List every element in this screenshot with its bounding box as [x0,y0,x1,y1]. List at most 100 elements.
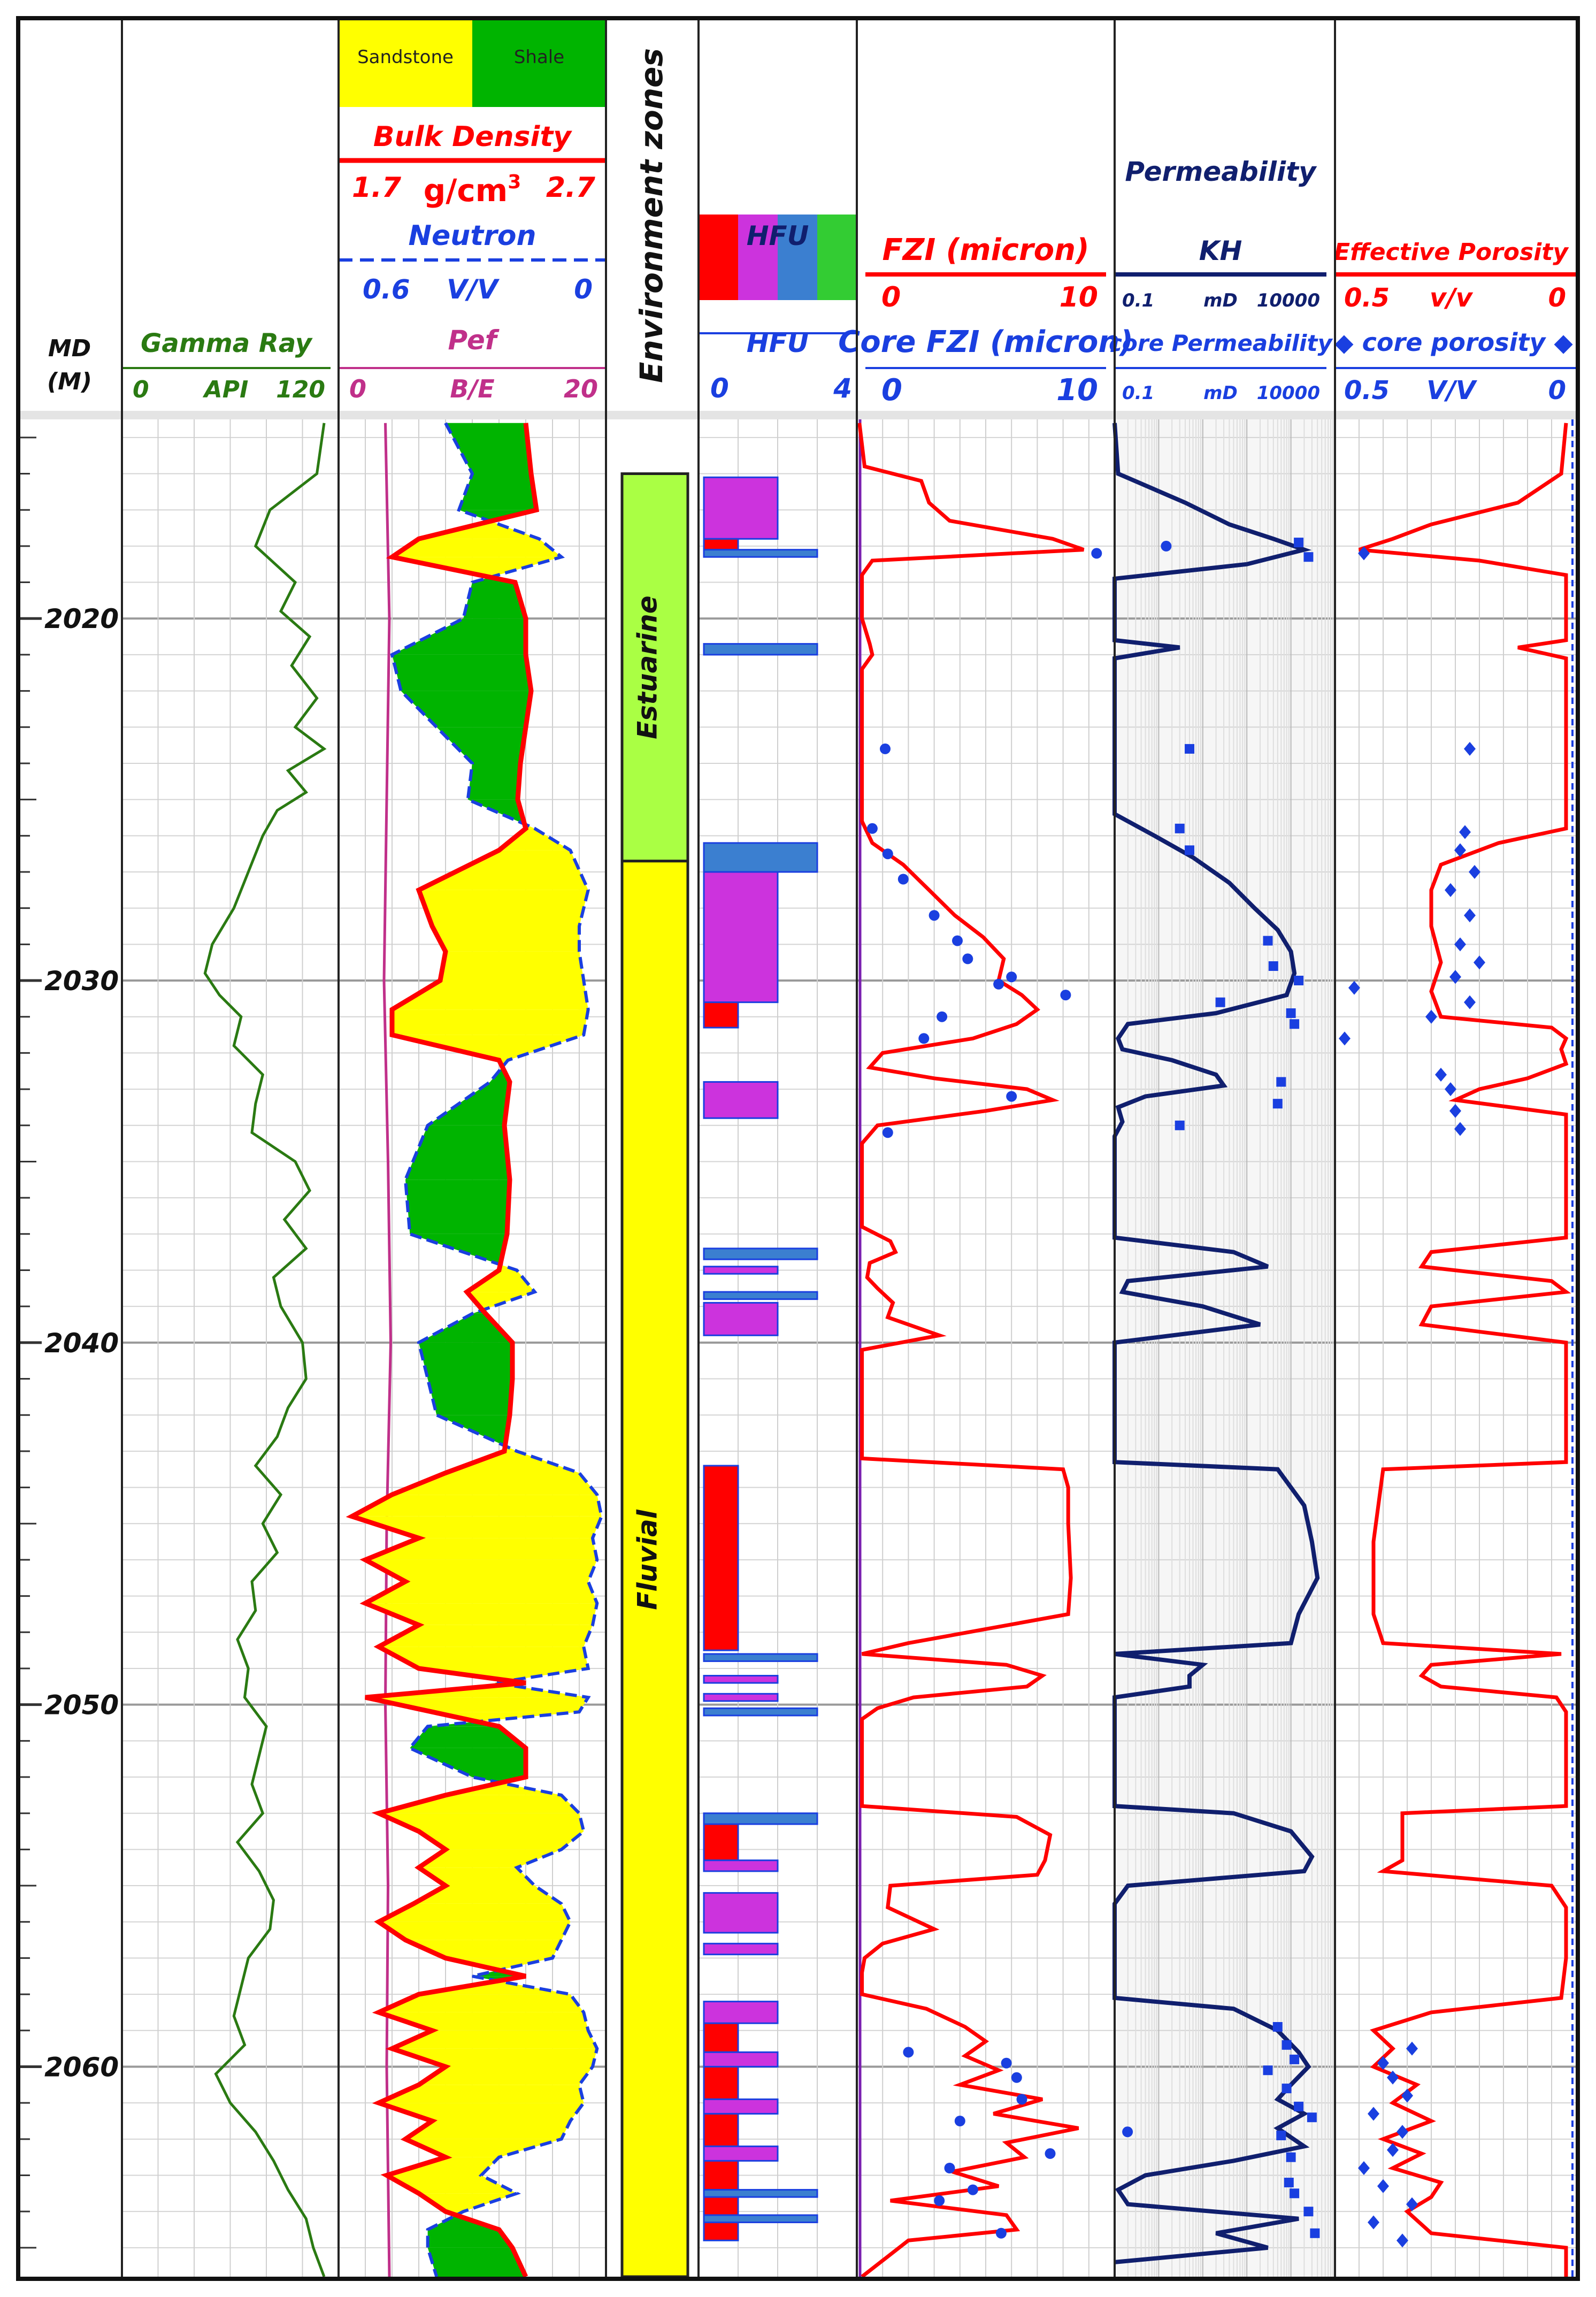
crossover-fill [352,1495,602,1517]
crossover-fill [410,1234,507,1265]
core-fzi-scale-min: 0 [881,373,902,408]
crossover-fill [432,926,579,952]
core-porosity-point [1368,2215,1379,2230]
core-porosity-point [1396,2125,1408,2139]
hfu-block [703,1942,779,1956]
crossover-fill [467,1270,535,1292]
core-porosity-point [1387,2070,1399,2085]
pef-scale-max: 20 [564,374,598,403]
crossover-fill [379,1795,579,1813]
hfu-block [703,1301,779,1336]
bulk-unit-exponent: 3 [508,171,521,193]
crossover-fill [419,1831,584,1850]
hfu-block [703,538,739,551]
core-fzi-point [954,2116,965,2126]
environment-zones-title: Environment zones [633,48,670,383]
neutron-scale-max: 0 [574,274,593,305]
core-perm-point [1276,2131,1286,2140]
crossover-fill [427,2230,512,2248]
fzi-title: FZI (micron) [882,233,1089,267]
core-fzi-point [934,2195,945,2206]
core-perm-point [1282,2084,1292,2094]
hfu-block [703,2160,739,2191]
core-porosity-point [1454,1122,1466,1136]
core-fzi-point [882,1127,893,1138]
crossover-fill [427,1082,510,1125]
core-fzi-point [1091,548,1102,559]
crossover-fill [392,2048,597,2067]
hfu-legend-swatch-4b [817,257,857,300]
crossover-fill [387,2157,499,2176]
core-perm-point [1294,2101,1304,2111]
core-fzi-point [1122,2126,1133,2138]
kh-scale-min: 0.1 [1122,290,1154,311]
sandstone-legend-label: Sandstone [357,47,454,68]
core-perm-point [1276,1077,1286,1087]
core-perm-point [1310,2228,1320,2238]
core-fzi-point [1011,2072,1022,2083]
core-fzi-scale-max: 10 [1056,373,1098,408]
core-perm-point [1175,823,1185,833]
depth-tick-label: 2040 [44,1328,119,1359]
core-fzi-point [866,823,878,834]
track-divider-layer [121,20,1336,2277]
bulk-scale-min: 1.7 [352,172,402,204]
crossover-fill [387,2175,517,2194]
depth-tick-label: 2050 [44,1690,119,1721]
core-fzi-title: Core FZI (micron) [838,325,1133,359]
core-fzi-point [993,978,1004,990]
hfu-legend-swatch-3 [778,215,817,257]
gamma-ray-curve [203,423,327,2277]
hfu-legend-swatch-1 [699,215,738,257]
core-porosity-point [1377,2056,1389,2070]
grid-layer: 2020 2030 2040 2050 2060 [20,419,1576,2277]
hfu-block [703,1247,818,1260]
core-fzi-point [1006,971,1017,983]
kh-title: KH [1199,235,1242,266]
crossover-fill [446,1958,553,1970]
crossover-fill [405,2120,571,2139]
core-fzi-point [1045,2148,1056,2159]
core-perm-point [1272,1099,1283,1109]
core-fzi-point [882,848,893,860]
hfu-legend-swatch-2 [738,215,778,257]
hfu-block [703,2065,739,2100]
hfu-block [703,1266,779,1275]
well-log-panel: MD (M) Gamma Ray 0 API 120 Sandstone Sha… [16,16,1580,2281]
crossover-fill [392,981,588,1010]
crossover-fill [379,1903,571,1922]
core-porosity-title: ◆ core porosity ◆ [1334,328,1573,357]
core-fzi-point [1060,990,1071,1001]
crossover-fill [401,691,531,728]
crossover-fill [365,1581,597,1604]
hfu-scale-max: 4 [833,373,852,404]
core-perm-point [1286,1008,1296,1018]
hfu-block [703,1693,779,1702]
crossover-fill [365,1559,597,1582]
effective-porosity-title: Effective Porosity [1334,239,1569,266]
shale-legend-swatch [472,20,606,107]
core-fzi-point [1001,2057,1012,2069]
kh-curve [1112,423,1320,2264]
crossover-fill [419,1668,588,1681]
hfu-block [703,2214,818,2223]
core-perm-point [1263,936,1273,946]
hfu-block [703,1859,779,1872]
crossover-fill [419,1867,535,1886]
core-porosity-title-text: core porosity [1362,328,1547,357]
crossover-fill [419,521,539,539]
permeability-title: Permeability [1125,156,1317,187]
crossover-fill [392,1035,584,1060]
core-perm-point [1290,2188,1300,2199]
core-porosity-point [1464,995,1476,1009]
core-porosity-point [1445,883,1456,897]
core-fzi-point [995,2227,1007,2239]
crossover-fill [427,2247,526,2277]
hfu-block [703,2051,779,2068]
depth-tick-label: 2030 [44,966,119,997]
core-perm-point [1185,845,1194,855]
core-fzi-point [937,1011,948,1022]
hfu-scale-min: 0 [710,373,729,404]
crossover-fill [392,2030,597,2049]
core-porosity-point [1459,825,1471,839]
